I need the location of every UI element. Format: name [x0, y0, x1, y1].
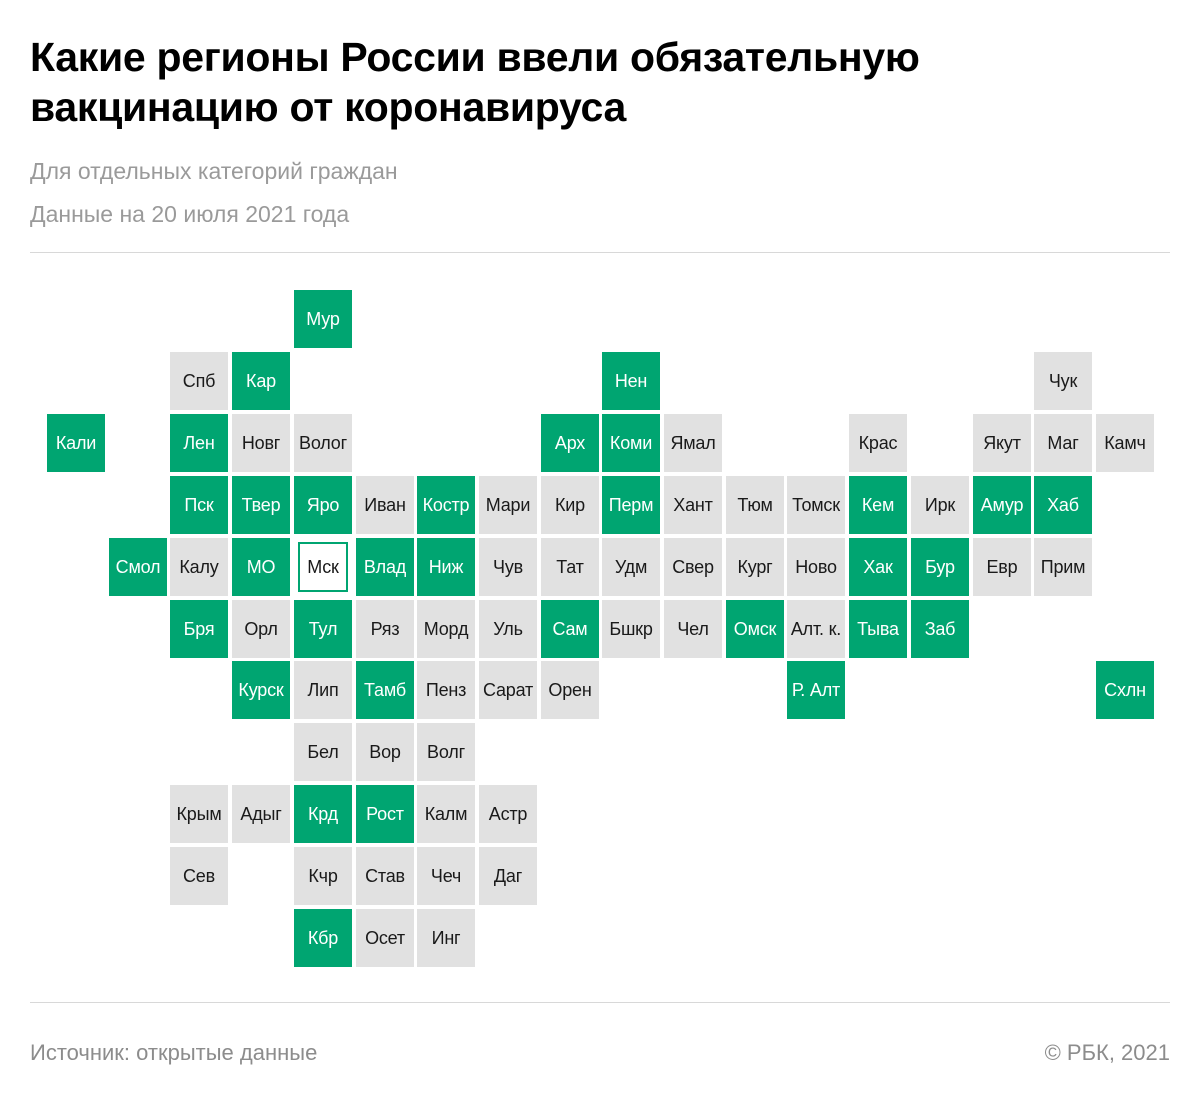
region-tile: Калу — [170, 538, 228, 596]
region-tile: МО — [232, 538, 290, 596]
region-tile: Морд — [417, 600, 475, 658]
region-tile: Амур — [973, 476, 1031, 534]
region-tile: Тул — [294, 600, 352, 658]
region-tile: Ново — [787, 538, 845, 596]
region-tile: Уль — [479, 600, 537, 658]
region-tile: Вор — [356, 723, 414, 781]
region-tile: Калм — [417, 785, 475, 843]
region-tile: Влад — [356, 538, 414, 596]
region-tile: Рост — [356, 785, 414, 843]
region-tile: Бшкр — [602, 600, 660, 658]
region-tile: Чел — [664, 600, 722, 658]
region-tile: Адыг — [232, 785, 290, 843]
region-tile: Кем — [849, 476, 907, 534]
region-tile: Сам — [541, 600, 599, 658]
region-tile: Якут — [973, 414, 1031, 472]
region-tile: Евр — [973, 538, 1031, 596]
region-tile: Хак — [849, 538, 907, 596]
region-tile: Пск — [170, 476, 228, 534]
region-tile: Лен — [170, 414, 228, 472]
region-tile: Чув — [479, 538, 537, 596]
region-tile: Новг — [232, 414, 290, 472]
region-tile: Орл — [232, 600, 290, 658]
region-tile: Маг — [1034, 414, 1092, 472]
region-tile: Ряз — [356, 600, 414, 658]
title-line-2: вакцинацию от коронавируса — [30, 84, 626, 130]
region-tile: Томск — [787, 476, 845, 534]
region-tile: Кали — [47, 414, 105, 472]
region-tile: Крас — [849, 414, 907, 472]
region-tile: Свер — [664, 538, 722, 596]
region-tile: Кар — [232, 352, 290, 410]
region-tile: Курск — [232, 661, 290, 719]
region-tile: Волог — [294, 414, 352, 472]
region-tile: Мур — [294, 290, 352, 348]
region-tile: Костр — [417, 476, 475, 534]
source-note: Источник: открытые данные — [30, 1040, 318, 1065]
region-tile: Схлн — [1096, 661, 1154, 719]
region-tile: Спб — [170, 352, 228, 410]
region-tile: Хаб — [1034, 476, 1092, 534]
region-tile: Нен — [602, 352, 660, 410]
region-tile: Кчр — [294, 847, 352, 905]
region-tile: Тюм — [726, 476, 784, 534]
region-tile: Ямал — [664, 414, 722, 472]
date-note: Данные на 20 июля 2021 года — [30, 201, 350, 227]
region-tile: Заб — [911, 600, 969, 658]
region-tile: Прим — [1034, 538, 1092, 596]
region-tile: Тамб — [356, 661, 414, 719]
region-tile: Яро — [294, 476, 352, 534]
region-tile: Сев — [170, 847, 228, 905]
region-tile: Бур — [911, 538, 969, 596]
region-tile: Удм — [602, 538, 660, 596]
region-tile: Ирк — [911, 476, 969, 534]
region-tile: Лип — [294, 661, 352, 719]
region-tile: Тат — [541, 538, 599, 596]
region-tile: Коми — [602, 414, 660, 472]
region-tile: Кбр — [294, 909, 352, 967]
region-tile: Мск — [294, 538, 352, 596]
region-tile: Став — [356, 847, 414, 905]
title-line-1: Какие регионы России ввели обязательную — [30, 34, 920, 80]
region-tile: Астр — [479, 785, 537, 843]
region-tile: Бел — [294, 723, 352, 781]
region-tile: Алт. к. — [787, 600, 845, 658]
region-tile: Кир — [541, 476, 599, 534]
region-tile: Крым — [170, 785, 228, 843]
region-tile: Смол — [109, 538, 167, 596]
region-tile: Тыва — [849, 600, 907, 658]
region-tile: Чеч — [417, 847, 475, 905]
page-title: Какие регионы России ввели обязательную … — [30, 32, 1170, 132]
region-tile: Чук — [1034, 352, 1092, 410]
region-tile: Камч — [1096, 414, 1154, 472]
region-tile: Крд — [294, 785, 352, 843]
region-tile: Бря — [170, 600, 228, 658]
region-tile: Иван — [356, 476, 414, 534]
region-tile: Волг — [417, 723, 475, 781]
region-tile: Сарат — [479, 661, 537, 719]
region-tile: Инг — [417, 909, 475, 967]
region-tile: Осет — [356, 909, 414, 967]
top-divider — [30, 252, 1170, 253]
region-tile: Даг — [479, 847, 537, 905]
region-tile: Р. Алт — [787, 661, 845, 719]
region-tile: Хант — [664, 476, 722, 534]
region-tile: Ниж — [417, 538, 475, 596]
region-tile: Орен — [541, 661, 599, 719]
region-tile: Твер — [232, 476, 290, 534]
region-tile: Кург — [726, 538, 784, 596]
bottom-divider — [30, 1002, 1170, 1003]
region-tile: Пенз — [417, 661, 475, 719]
copyright-note: © РБК, 2021 — [1044, 1040, 1170, 1065]
region-tile: Омск — [726, 600, 784, 658]
subtitle: Для отдельных категорий граждан — [30, 158, 398, 184]
region-tile: Перм — [602, 476, 660, 534]
region-tile: Мари — [479, 476, 537, 534]
region-tile: Арх — [541, 414, 599, 472]
